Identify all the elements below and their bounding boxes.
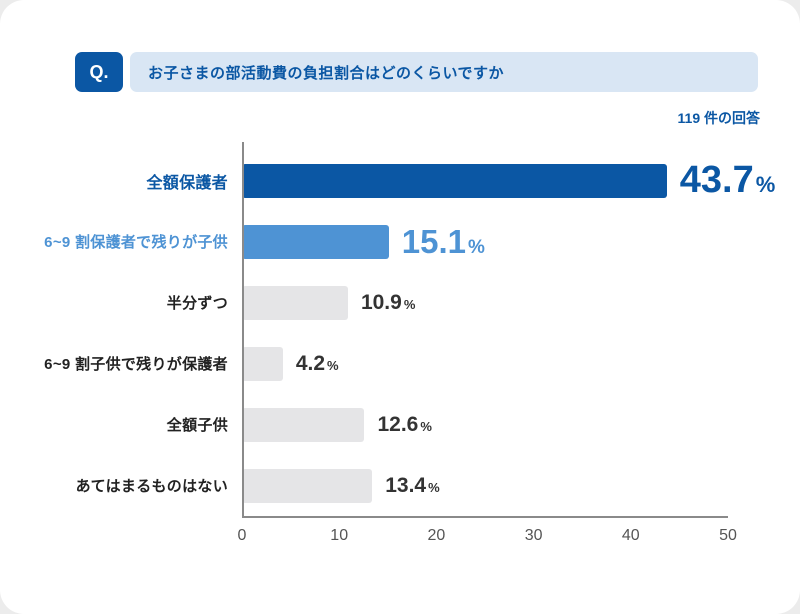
value-number: 15.1	[401, 222, 466, 260]
category-label: 全額子供	[166, 417, 228, 434]
bar-track: 13.4%	[242, 455, 728, 516]
value-label: 10.9%	[361, 291, 415, 315]
x-tick: 0	[237, 527, 247, 544]
bar-row: 6~9 割子供で残りが保護者 4.2%	[28, 333, 728, 394]
bar	[242, 468, 373, 503]
axis-label-spacer	[28, 516, 242, 548]
value-number: 12.6	[377, 412, 419, 436]
category-label: 6~9 割保護者で残りが子供	[44, 234, 228, 251]
bar-track: 4.2%	[242, 333, 728, 394]
category-label: あてはまるものはない	[75, 478, 228, 495]
bar	[242, 163, 667, 198]
x-tick: 20	[427, 527, 446, 544]
x-tick: 10	[330, 527, 349, 544]
value-label: 12.6%	[377, 413, 431, 437]
value-number: 10.9	[360, 290, 402, 314]
category-label: 全額保護者	[146, 174, 228, 192]
bar	[242, 407, 365, 442]
value-number: 43.7	[679, 159, 754, 201]
bar-track: 10.9%	[242, 272, 728, 333]
category-label: 半分ずつ	[166, 295, 228, 312]
bar-row: 6~9 割保護者で残りが子供 15.1%	[28, 211, 728, 272]
value-unit: %	[403, 296, 416, 312]
bar-row: 半分ずつ 10.9%	[28, 272, 728, 333]
x-axis-row: 0 10 20 30 40 50	[28, 516, 737, 548]
y-axis-line	[242, 142, 244, 516]
bar-track: 12.6%	[242, 394, 728, 455]
category-label: 6~9 割子供で残りが保護者	[44, 356, 228, 373]
value-label: 4.2%	[296, 352, 339, 376]
value-unit: %	[428, 479, 440, 495]
value-number: 4.2	[295, 351, 326, 375]
chart-rows: 全額保護者 43.7% 6~9 割保護者で残りが子供 15.1% 半分ずつ 10.9% 6~…	[28, 150, 775, 516]
x-tick: 30	[524, 527, 543, 544]
bar-chart: 全額保護者 43.7% 6~9 割保護者で残りが子供 15.1% 半分ずつ 10.9% 6~…	[28, 142, 775, 548]
value-unit: %	[327, 357, 339, 373]
question-header: Q. お子さまの部活動費の負担割合はどのくらいですか	[75, 52, 758, 92]
bar-row: あてはまるものはない 13.4%	[28, 455, 728, 516]
x-tick: 40	[621, 527, 640, 544]
x-axis: 0 10 20 30 40 50	[238, 516, 737, 548]
bar-track: 15.1%	[242, 211, 728, 272]
q-badge: Q.	[75, 52, 123, 92]
response-count: 119 件の回答	[677, 110, 760, 126]
value-label: 15.1%	[402, 223, 485, 261]
question-banner: お子さまの部活動費の負担割合はどのくらいですか	[130, 52, 758, 92]
bar-row: 全額保護者 43.7%	[28, 150, 775, 211]
bar	[242, 224, 389, 259]
value-label: 43.7%	[680, 159, 776, 202]
bar-row: 全額子供 12.6%	[28, 394, 728, 455]
value-unit: %	[755, 172, 776, 197]
bar-track: 43.7%	[242, 150, 775, 211]
value-unit: %	[468, 236, 485, 258]
x-tick: 50	[719, 527, 737, 544]
value-number: 13.4	[385, 473, 427, 497]
bar	[242, 346, 283, 381]
value-unit: %	[420, 418, 432, 434]
bar	[242, 285, 348, 320]
value-label: 13.4%	[385, 474, 439, 498]
